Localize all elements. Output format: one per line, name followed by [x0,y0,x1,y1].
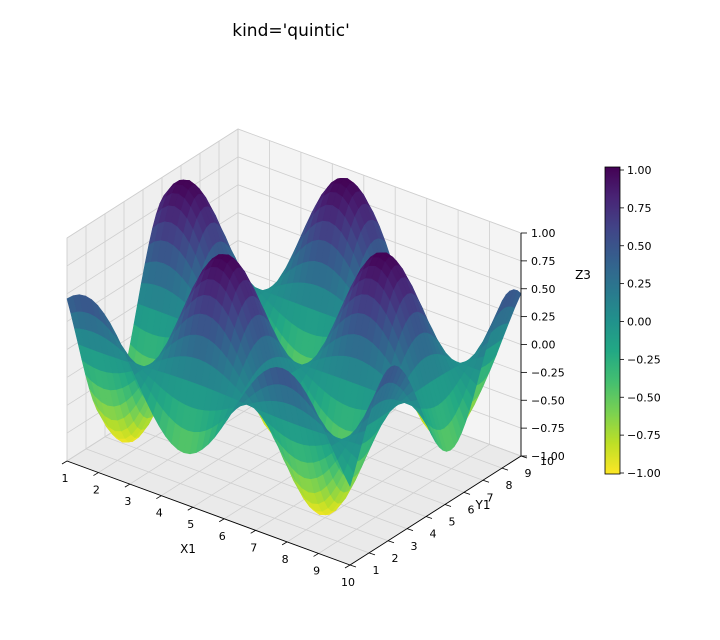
grid-left-z [66,128,239,239]
y-tick-label: 5 [449,516,456,529]
grid-floor-x [318,444,490,554]
grid-floor-x [286,432,459,543]
y-axis-label: Y1 [475,498,491,512]
y-axis-line [349,455,522,566]
x-tick-mark [124,483,131,488]
x-tick-mark [156,495,162,500]
colorbar-tick-label: 0.25 [627,278,652,291]
grid-back-z [237,156,522,262]
colorbar-tick-label: 0.50 [627,240,652,253]
colorbar-tick-label: −0.75 [627,429,661,442]
x-tick-mark [93,472,99,476]
surface-patch [343,463,355,487]
colorbar-tick-label: 0.75 [627,202,652,215]
colorbar-tick-label: −0.25 [627,353,661,366]
y-tick-label: 6 [468,503,475,516]
z-axis-label: Z3 [575,268,591,282]
y-tick-label: 10 [540,455,554,468]
y-tick-label: 3 [411,540,418,553]
grid-floor-y [85,448,370,554]
x-tick-label: 7 [250,541,257,554]
colorbar-tick-label: 1.00 [627,164,652,177]
y-tick-mark [444,504,452,507]
y-tick-label: 4 [430,528,437,541]
x-tick-mark [219,518,225,523]
z-tick-label: −0.50 [531,394,565,407]
x-axis-label: X1 [180,542,196,556]
y-tick-mark [387,540,395,544]
grid-floor-y [104,436,389,542]
y-tick-mark [406,528,414,532]
y-tick-mark [368,552,376,556]
x-axis-ticks: 1 2 3 4 5 6 7 8 9 10 [61,460,355,589]
z-tick-label: 0.00 [531,339,556,352]
z-axis-ticks: −1.00 −0.75 −0.50 −0.25 0.00 0.25 0.50 0.75 1.00 [521,227,565,463]
y-tick-label: 2 [392,552,399,565]
x-tick-mark [187,506,193,511]
y-tick-label: 8 [506,479,513,492]
x-tick-label: 4 [156,507,163,520]
colorbar-tick-label: −0.50 [627,391,661,404]
y-tick-mark [349,564,357,568]
z-tick-label: −1.00 [531,450,565,463]
y-tick-label: 9 [525,467,532,480]
x-tick-mark [281,541,288,546]
colorbar-ticks: 1.00 0.75 0.50 0.25 0.00 −0.25 −0.50 −0.75 −1.00 [620,164,661,480]
colorbar-tick-label: 0.00 [627,316,652,329]
y-tick-mark [501,467,509,471]
z-tick-label: 0.25 [531,311,556,324]
z-tick-label: 0.75 [531,255,556,268]
x-tick-label: 10 [341,576,355,589]
chart-title: kind='quintic' [232,21,350,41]
y-tick-mark [482,479,490,483]
x-tick-label: 5 [187,518,194,531]
y-tick-label: 1 [373,564,380,577]
x-tick-label: 9 [313,564,320,577]
y-tick-label: 7 [487,491,494,504]
z-tick-label: 1.00 [531,227,556,240]
colorbar-tick-label: −1.00 [627,467,661,480]
x-tick-label: 8 [282,553,289,566]
y-tick-mark [463,491,471,495]
x-tick-mark [250,529,256,534]
x-tick-label: 3 [124,495,131,508]
z-tick-label: −0.25 [531,366,565,379]
grid-back-z [237,128,522,234]
x-tick-label: 6 [219,530,226,543]
colorbar-gradient [604,166,621,475]
x-tick-label: 1 [62,472,69,485]
z-tick-label: −0.75 [531,422,565,435]
x-tick-mark [344,564,351,569]
x-tick-label: 2 [93,484,100,497]
surface-mesh [66,178,522,516]
y-tick-mark [425,516,433,519]
x-tick-mark [61,460,68,465]
x-tick-mark [313,553,319,557]
colorbar: 1.00 0.75 0.50 0.25 0.00 −0.25 −0.50 −0.75 −1.00 [604,164,661,480]
grid-left-z [66,156,239,267]
x-axis-line [66,460,351,566]
z-tick-label: 0.50 [531,283,556,296]
